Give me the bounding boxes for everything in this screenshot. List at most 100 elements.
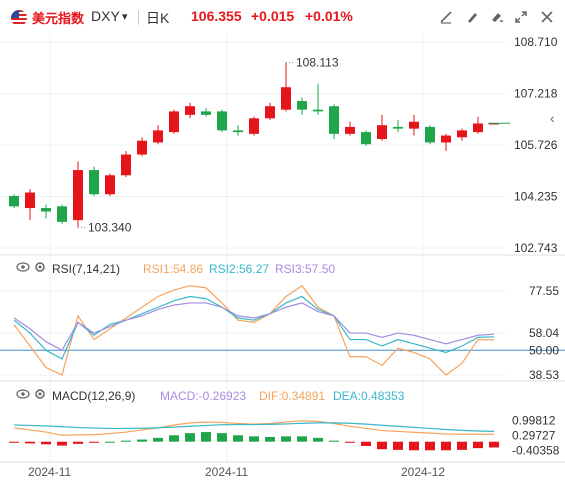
candle-body	[233, 130, 243, 133]
expand-icon[interactable]	[513, 9, 529, 25]
chevron-down-icon[interactable]: ▾	[122, 11, 128, 23]
chart-header: 美元指数 DXY ▾ 日K 106.355 +0.015 +0.01%	[0, 0, 565, 34]
candle-body	[41, 208, 51, 212]
candlestick-series: 108.113 103.340	[9, 56, 510, 234]
rsi2-line	[13, 295, 495, 360]
macd-histogram-bar	[57, 441, 67, 446]
candle-body	[489, 123, 499, 125]
macd-histogram-bar	[377, 441, 387, 450]
macd-histogram-bar	[41, 441, 51, 445]
macd-histogram-bar	[313, 437, 323, 442]
macd-histogram-bar	[489, 441, 499, 448]
macd-histogram-bar	[473, 441, 483, 449]
candle-body	[377, 125, 387, 140]
candle-body	[57, 206, 67, 222]
macd-histogram-bar	[201, 432, 211, 442]
macd-histogram-bar	[185, 433, 195, 442]
price-tick-label: 104.235	[514, 189, 558, 203]
dea-line	[13, 422, 495, 432]
macd-histogram-bar	[121, 440, 131, 442]
rsi1-line	[13, 284, 495, 376]
price-change: +0.015	[251, 8, 295, 24]
axis-labels: 108.710 107.218 105.726 104.235 102.743 77.55…	[28, 35, 560, 479]
macd-histogram-bar	[105, 441, 115, 443]
candle-body	[329, 106, 339, 134]
price-tick-label: 108.710	[514, 35, 558, 49]
macd-histogram-bar	[393, 441, 403, 450]
candle-body	[185, 106, 195, 115]
flag-us-icon	[11, 10, 27, 26]
candle-body	[217, 111, 227, 131]
gear-icon[interactable]	[34, 388, 46, 403]
grid-lines	[0, 34, 565, 463]
rsi2-value: RSI2:56.27	[209, 262, 270, 276]
candle-body	[169, 111, 179, 133]
candle-body	[265, 106, 275, 119]
candle-body	[105, 175, 115, 195]
eye-icon[interactable]	[16, 261, 30, 276]
rsi-tick-label: 77.55	[529, 284, 559, 298]
rsi-title: RSI(7,14,21)	[52, 262, 121, 276]
divider	[138, 10, 139, 25]
candle-body	[25, 192, 35, 209]
rsi-tick-label: 58.04	[529, 326, 559, 340]
macd-histogram-bar	[137, 439, 147, 442]
macd-histogram-bar	[73, 441, 83, 444]
x-tick-label: 2024-11	[28, 465, 71, 479]
macd-histogram-bar	[425, 441, 435, 451]
candle-body	[361, 132, 371, 145]
candle-body	[457, 130, 467, 138]
candle-body	[137, 140, 147, 155]
candle-body	[121, 154, 131, 176]
candle-body	[425, 126, 435, 143]
macd-histogram-bar	[281, 436, 291, 442]
price-tick-label: 105.726	[514, 138, 558, 152]
candle-body	[393, 126, 403, 129]
macd-histogram-bar	[153, 437, 163, 442]
price-change-pct: +0.01%	[305, 8, 353, 24]
macd-tick-label: -0.40358	[512, 443, 560, 457]
macd-histogram-bar	[329, 440, 339, 442]
dea-value: DEA:0.48353	[333, 389, 405, 403]
candle-body	[249, 118, 259, 134]
candle-body	[313, 109, 323, 112]
macd-title: MACD(12,26,9)	[52, 389, 136, 403]
candle-body	[281, 87, 291, 110]
collapse-left-icon[interactable]: ‹	[550, 110, 555, 126]
eye-icon[interactable]	[16, 388, 30, 403]
draw-brush-icon[interactable]	[464, 9, 480, 25]
macd-histogram-bar	[265, 437, 275, 442]
rsi-series	[0, 284, 565, 376]
macd-histogram-bar	[297, 436, 307, 442]
rsi3-line	[13, 302, 495, 352]
candle-body	[345, 126, 355, 134]
instrument-name[interactable]: 美元指数	[32, 11, 85, 26]
draw-line-icon[interactable]	[438, 9, 454, 25]
macd-histogram-bar	[25, 441, 35, 444]
high-annotation: 108.113	[296, 56, 339, 70]
gear-icon[interactable]	[34, 261, 46, 276]
macd-histogram-bar	[457, 441, 467, 450]
price-tick-label: 107.218	[514, 87, 558, 101]
rsi-tick-label: 38.53	[529, 368, 559, 382]
period-selector[interactable]: 日K	[146, 10, 170, 26]
last-price: 106.355	[191, 8, 242, 24]
macd-histogram-bar	[89, 441, 99, 443]
draw-marker-icon[interactable]	[489, 9, 505, 25]
rsi1-value: RSI1:54.86	[143, 262, 204, 276]
dif-value: DIF:0.34891	[259, 389, 326, 403]
candle-body	[9, 195, 19, 207]
instrument-symbol[interactable]: DXY	[91, 8, 120, 24]
candle-body	[441, 135, 451, 143]
candle-body	[297, 101, 307, 110]
low-annotation: 103.340	[88, 220, 132, 234]
close-icon[interactable]	[539, 9, 555, 25]
macd-histogram-bar	[249, 436, 259, 442]
macd-tick-label: 0.29727	[512, 428, 556, 442]
macd-histogram-bar	[441, 441, 451, 451]
macd-series	[9, 420, 499, 451]
macd-histogram-bar	[361, 441, 371, 446]
macd-histogram-bar	[409, 441, 419, 451]
price-tick-label: 102.743	[514, 241, 558, 255]
